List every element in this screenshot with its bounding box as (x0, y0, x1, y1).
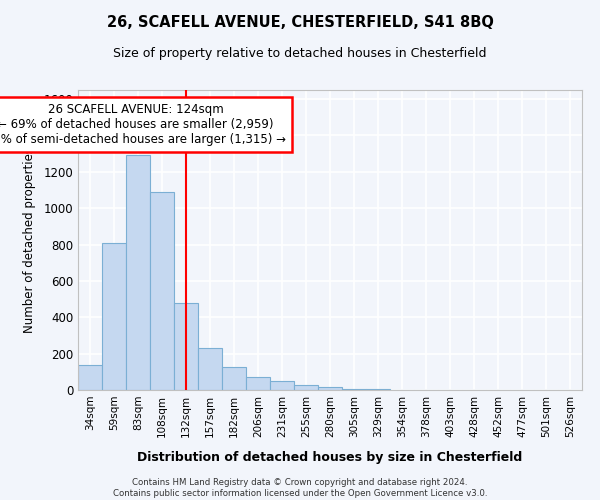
Bar (318, 388, 342, 390)
Bar (270, 382, 294, 390)
Text: 26, SCAFELL AVENUE, CHESTERFIELD, S41 8BQ: 26, SCAFELL AVENUE, CHESTERFIELD, S41 8B… (107, 15, 493, 30)
Bar (198, 348, 222, 390)
Bar (102, 242, 126, 390)
Bar (78, 364, 102, 390)
Bar (150, 192, 174, 390)
Text: Contains HM Land Registry data © Crown copyright and database right 2024.
Contai: Contains HM Land Registry data © Crown c… (113, 478, 487, 498)
Y-axis label: Number of detached properties: Number of detached properties (23, 147, 37, 333)
Text: 26 SCAFELL AVENUE: 124sqm
← 69% of detached houses are smaller (2,959)
30% of se: 26 SCAFELL AVENUE: 124sqm ← 69% of detac… (0, 102, 286, 146)
X-axis label: Distribution of detached houses by size in Chesterfield: Distribution of detached houses by size … (137, 451, 523, 464)
Bar (174, 302, 198, 390)
Bar (294, 386, 318, 390)
Bar (222, 368, 246, 390)
Bar (246, 378, 270, 390)
Bar (126, 156, 150, 390)
Text: Size of property relative to detached houses in Chesterfield: Size of property relative to detached ho… (113, 48, 487, 60)
Bar (342, 389, 366, 390)
